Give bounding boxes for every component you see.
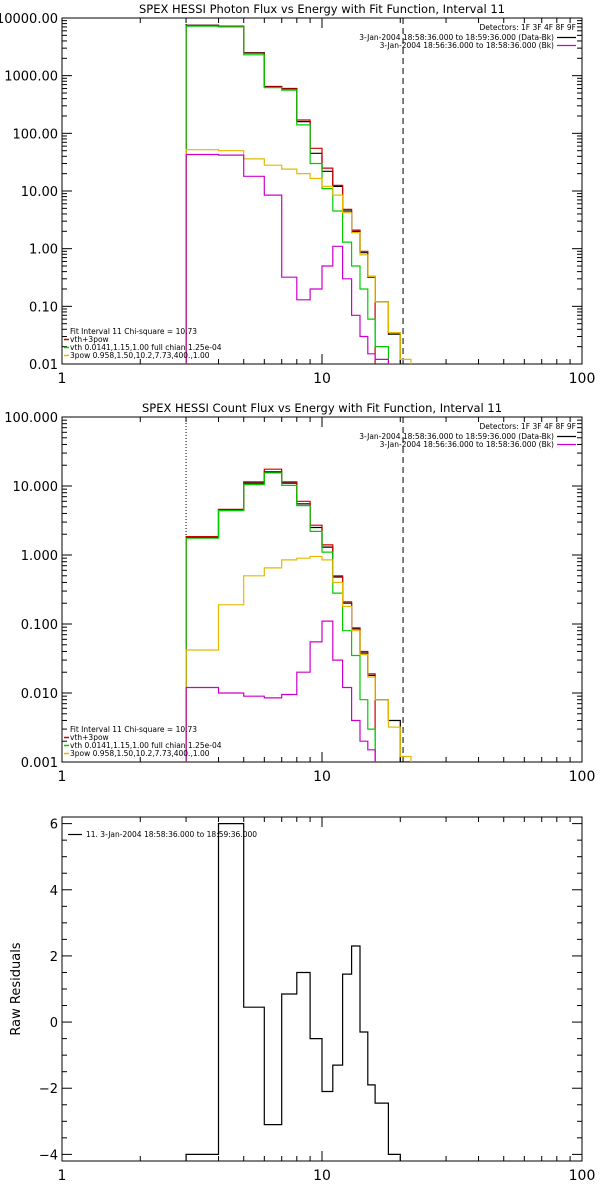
x-tick-label: 10 — [313, 1168, 331, 1184]
chart-title: SPEX HESSI Photon Flux vs Energy with Fi… — [139, 2, 505, 16]
x-tick-label: 100 — [569, 1168, 596, 1184]
x-tick-label: 10 — [313, 371, 331, 387]
series-line-1 — [185, 24, 412, 364]
fit-legend-entry: Fit Interval 11 Chi-square = 10.73 — [70, 327, 197, 336]
x-tick-label: 100 — [569, 769, 596, 785]
legend-entry-label: 3-Jan-2004 18:58:36.000 to 18:59:36.000 … — [359, 33, 554, 42]
fit-legend-entry: 3pow 0.958,1.50,10.2,7.73,400.,1.00 — [70, 351, 210, 360]
y-tick-label: 10.000 — [13, 480, 59, 495]
series-line-1 — [185, 471, 411, 762]
fit-legend-entry: vth+3pow — [70, 335, 109, 344]
chart-panel-1: SPEX HESSI Photon Flux vs Energy with Fi… — [0, 2, 595, 387]
fit-legend-entry: Fit Interval 11 Chi-square = 10.73 — [70, 725, 197, 734]
y-tick-label: 6 — [50, 818, 58, 833]
series-line-1 — [185, 823, 401, 1161]
series-line-5 — [185, 153, 401, 364]
series-line-3 — [185, 25, 389, 364]
y-tick-label: 0 — [50, 1016, 58, 1031]
y-tick-label: 0.01 — [29, 358, 58, 373]
chart-panel-2: SPEX HESSI Count Flux vs Energy with Fit… — [4, 401, 595, 785]
y-tick-label: 100.000 — [4, 411, 58, 426]
y-tick-label: 0.100 — [21, 618, 58, 633]
y-tick-label: 10.00 — [21, 185, 58, 200]
series-line-5 — [185, 620, 376, 762]
series-line-2 — [185, 468, 376, 762]
x-tick-label: 100 — [569, 371, 596, 387]
legend-header: Detectors: 1F 3F 4F 8F 9F — [480, 23, 576, 32]
y-tick-label: 0.010 — [21, 687, 58, 702]
chart-panel-3: Raw Residuals 1 10 100 −4 −2 0 2 4 6 11. 3-Jan-200… — [9, 816, 596, 1184]
x-tick-label: 10 — [313, 769, 331, 785]
x-tick-label: 1 — [58, 371, 67, 387]
plot-frame — [61, 17, 583, 365]
series-line-4 — [185, 149, 412, 364]
y-tick-label: 1.00 — [29, 243, 58, 258]
legend-entry-label: 3-Jan-2004 18:58:36.000 to 18:59:36.000 … — [359, 432, 554, 441]
plot-frame — [61, 816, 583, 1162]
y-tick-label: −4 — [39, 1148, 58, 1163]
series-group — [185, 468, 412, 762]
legend-entry-label: 3-Jan-2004 18:56:36.000 to 18:58:36.000 … — [380, 41, 554, 50]
y-tick-label: 4 — [50, 884, 58, 899]
y-tick-label: −2 — [39, 1082, 58, 1097]
y-tick-label: 1000.00 — [4, 70, 58, 85]
y-tick-label: 100.00 — [13, 127, 59, 142]
y-tick-label: 1.000 — [21, 549, 58, 564]
legend-entry-label: 11. 3-Jan-2004 18:58:36.000 to 18:59:36.… — [86, 830, 257, 839]
legend-header: Detectors: 1F 3F 4F 8F 9F — [480, 422, 576, 431]
fit-legend-entry: vth 0.0141,1.15,1.00 full chian 1.25e-04 — [70, 343, 222, 352]
series-group — [185, 823, 401, 1161]
fit-legend-entry: 3pow 0.958,1.50,10.2,7.73,400.,1.00 — [70, 749, 210, 758]
x-tick-label: 1 — [58, 769, 67, 785]
chart-title: SPEX HESSI Count Flux vs Energy with Fit… — [142, 401, 502, 415]
x-tick-label: 1 — [58, 1168, 67, 1184]
fit-legend-entry: vth+3pow — [70, 733, 109, 742]
plot-frame — [61, 416, 583, 763]
series-line-4 — [185, 555, 412, 762]
series-group — [185, 24, 412, 364]
y-tick-label: 10000.00 — [0, 12, 58, 27]
y-tick-label: 0.10 — [29, 300, 58, 315]
y-tick-label: 0.001 — [21, 756, 58, 771]
legend-entry-label: 3-Jan-2004 18:56:36.000 to 18:58:36.000 … — [380, 440, 554, 449]
series-line-3 — [185, 472, 376, 762]
fit-legend-entry: vth 0.0141,1.15,1.00 full chian 1.25e-04 — [70, 741, 222, 750]
y-tick-label: 2 — [50, 950, 58, 965]
y-axis-label: Raw Residuals — [9, 942, 24, 1035]
